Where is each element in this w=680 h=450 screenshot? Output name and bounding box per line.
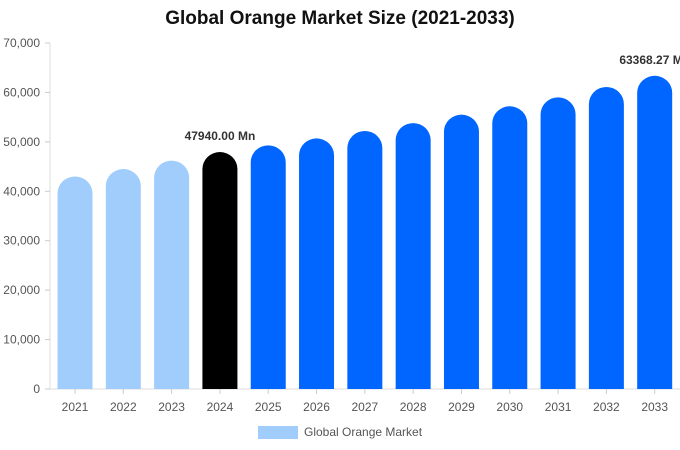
y-axis: 0 10,000 20,000 30,000 40,000 50,000 60,000 70,…	[3, 36, 51, 396]
x-tick-label: 2029	[448, 400, 475, 414]
y-tick-label: 20,000	[3, 283, 40, 297]
data-label-2024: 47940.00 Mn	[185, 129, 256, 143]
bars	[57, 75, 673, 406]
data-label-2033: 63368.27 Mn	[619, 53, 680, 67]
chart-title: Global Orange Market Size (2021-2033)	[165, 8, 515, 29]
y-tick-label: 50,000	[3, 135, 40, 149]
y-tick-label: 70,000	[3, 36, 40, 50]
data-labels: 47940.00 Mn 63368.27 Mn	[185, 53, 680, 143]
x-tick-label: 2023	[158, 400, 185, 414]
x-tick-label: 2022	[110, 400, 137, 414]
x-tick-label: 2026	[303, 400, 330, 414]
bar-2028[interactable]	[395, 123, 431, 406]
bar-2027[interactable]	[347, 130, 383, 406]
bar-2030[interactable]	[492, 106, 528, 406]
bar-2022[interactable]	[105, 169, 141, 406]
x-tick-label: 2025	[255, 400, 282, 414]
x-tick-label: 2033	[641, 400, 668, 414]
bar-2033[interactable]	[637, 75, 673, 406]
x-tick-label: 2030	[496, 400, 523, 414]
x-tick-label: 2024	[207, 400, 234, 414]
y-tick-label: 10,000	[3, 333, 40, 347]
bar-2032[interactable]	[588, 86, 624, 406]
legend[interactable]: Global Orange Market	[258, 425, 422, 439]
x-tick-label: 2021	[62, 400, 89, 414]
bar-2024[interactable]	[202, 152, 238, 406]
bar-2023[interactable]	[154, 160, 190, 406]
y-tick-label: 0	[33, 382, 40, 396]
x-axis: 2021 2022 2023 2024 2025 2026 2027 2028 2029 2030…	[50, 388, 680, 414]
x-tick-label: 2027	[351, 400, 378, 414]
y-tick-label: 40,000	[3, 184, 40, 198]
x-tick-label: 2032	[593, 400, 620, 414]
y-tick-label: 30,000	[3, 234, 40, 248]
bar-2025[interactable]	[250, 145, 286, 406]
bar-2031[interactable]	[540, 97, 576, 406]
x-tick-label: 2028	[400, 400, 427, 414]
bar-2029[interactable]	[443, 114, 479, 406]
legend-label: Global Orange Market	[304, 425, 423, 439]
y-tick-label: 60,000	[3, 85, 40, 99]
bar-2021[interactable]	[57, 176, 93, 406]
bar-2026[interactable]	[299, 138, 335, 406]
legend-swatch	[258, 425, 298, 439]
x-tick-label: 2031	[545, 400, 572, 414]
